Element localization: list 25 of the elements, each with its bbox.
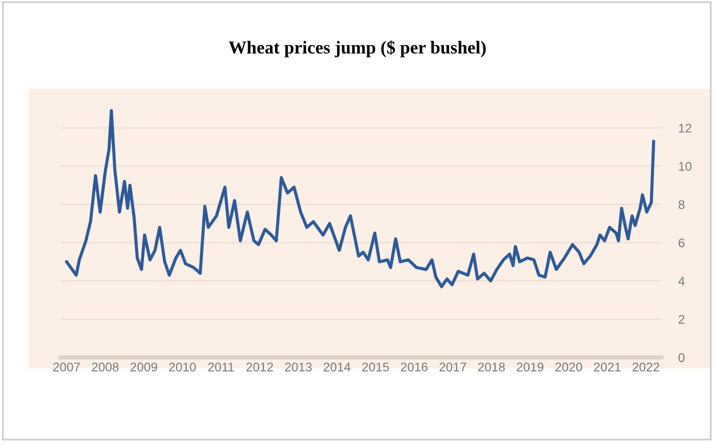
x-tick-label: 2012	[246, 362, 273, 372]
x-tick-label: 2022	[632, 362, 660, 372]
y-tick-label: 8	[678, 200, 684, 210]
x-tick-label: 2011	[208, 362, 234, 372]
x-tick-label: 2008	[92, 362, 119, 372]
line-series	[65, 109, 656, 288]
x-tick-label: 2014	[324, 362, 350, 372]
x-tick-label: 2013	[285, 362, 312, 372]
y-tick-label: 10	[678, 162, 692, 171]
x-tick-label: 2020	[555, 362, 582, 372]
x-tick-label: 2019	[516, 362, 544, 372]
x-tick-label: 2010	[169, 362, 196, 372]
x-tick-label: 2009	[130, 362, 158, 372]
y-tick-label: 6	[678, 238, 684, 248]
x-tick-label: 2021	[594, 362, 621, 372]
y-tick-label: 2	[678, 314, 684, 324]
chart-title: Wheat prices jump ($ per bushel)	[228, 40, 486, 58]
x-tick-label: 2018	[478, 362, 505, 372]
x-tick-label: 2016	[400, 362, 428, 372]
x-tick-label: 2015	[362, 362, 389, 372]
x-tick-label: 2017	[440, 362, 466, 372]
x-tick-label: 2007	[53, 362, 80, 372]
y-tick-label: 4	[678, 276, 685, 286]
y-tick-label: 12	[678, 124, 692, 132]
y-tick-label: 0	[678, 353, 685, 362]
